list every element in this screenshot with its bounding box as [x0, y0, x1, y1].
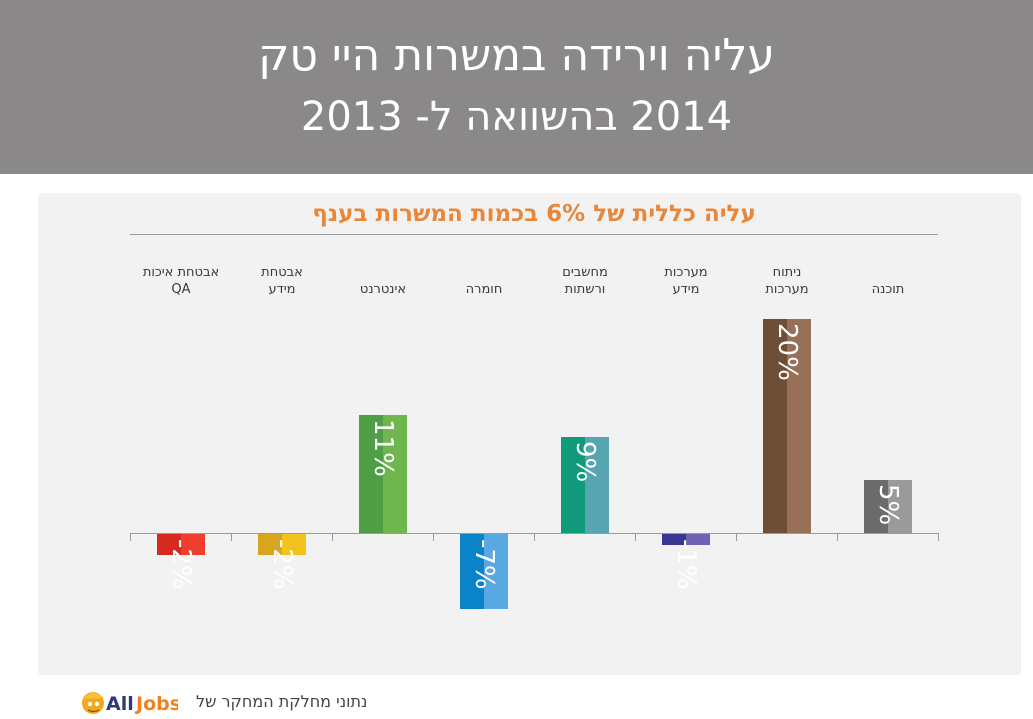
- alljobs-logo: All Jobs: [82, 692, 178, 715]
- chart-panel: [38, 193, 1021, 675]
- category-label-line: מידע: [268, 282, 296, 297]
- axis-tick: [534, 533, 535, 541]
- header-banner: עליה וירידה במשרות היי טק 2014 בהשוואה ל…: [0, 0, 1033, 174]
- category-label: אבטחת איכות QA: [131, 264, 231, 298]
- data-label: -2%: [166, 539, 196, 590]
- svg-text:All: All: [106, 693, 134, 715]
- bar: [460, 534, 508, 609]
- source-text: נתוני מחלקת המחקר של: [196, 692, 368, 711]
- data-label: 20%: [772, 323, 802, 381]
- category-label-line: QA: [171, 282, 191, 297]
- category-label: חומרה: [434, 281, 534, 298]
- axis-tick: [332, 533, 333, 541]
- axis-tick: [433, 533, 434, 541]
- bar: [561, 437, 609, 533]
- footer: All Jobs: [78, 683, 378, 719]
- data-label: 11%: [368, 419, 398, 477]
- bar: [763, 319, 811, 533]
- data-label: -7%: [469, 539, 499, 590]
- category-label-line: תוכנה: [871, 282, 905, 297]
- category-label-line: אבטחת איכות: [142, 265, 220, 280]
- svg-text:Jobs: Jobs: [134, 693, 178, 715]
- category-label-line: מערכות: [765, 282, 809, 297]
- category-label: תוכנה: [838, 281, 938, 298]
- category-label: מחשבים ורשתות: [535, 264, 635, 298]
- category-label-line: ניתוח: [772, 265, 802, 280]
- bar: [258, 534, 306, 555]
- page-title: עליה וירידה במשרות היי טק: [258, 30, 775, 81]
- category-label: אבטחת מידע: [232, 264, 332, 298]
- chart-title: עליה כללית של 6% בכמות המשרות בענף: [312, 201, 756, 227]
- axis-tick: [635, 533, 636, 541]
- bar: [157, 534, 205, 555]
- category-label-line: אבטחת: [261, 265, 303, 280]
- title-divider: [130, 234, 938, 235]
- data-label: -2%: [267, 539, 297, 590]
- category-label-line: מחשבים: [562, 265, 608, 280]
- data-label: 9%: [570, 441, 600, 483]
- bar: [662, 534, 710, 545]
- axis-tick: [938, 533, 939, 541]
- category-label-line: ורשתות: [564, 282, 606, 297]
- bar: [359, 415, 407, 533]
- page-subtitle: 2014 בהשוואה ל- 2013: [300, 94, 733, 140]
- axis-tick: [837, 533, 838, 541]
- bar: [864, 480, 912, 534]
- axis-tick: [736, 533, 737, 541]
- data-label: 5%: [873, 484, 903, 526]
- category-label-line: חומרה: [465, 282, 503, 297]
- category-label-line: אינטרנט: [359, 282, 407, 297]
- category-label-line: מערכות: [664, 265, 708, 280]
- category-label: מערכות מידע: [636, 264, 736, 298]
- category-label: ניתוח מערכות: [737, 264, 837, 298]
- axis-tick: [231, 533, 232, 541]
- category-label-line: מידע: [672, 282, 700, 297]
- axis-tick: [130, 533, 131, 541]
- data-label: -1%: [671, 539, 701, 590]
- category-label: אינטרנט: [333, 281, 433, 298]
